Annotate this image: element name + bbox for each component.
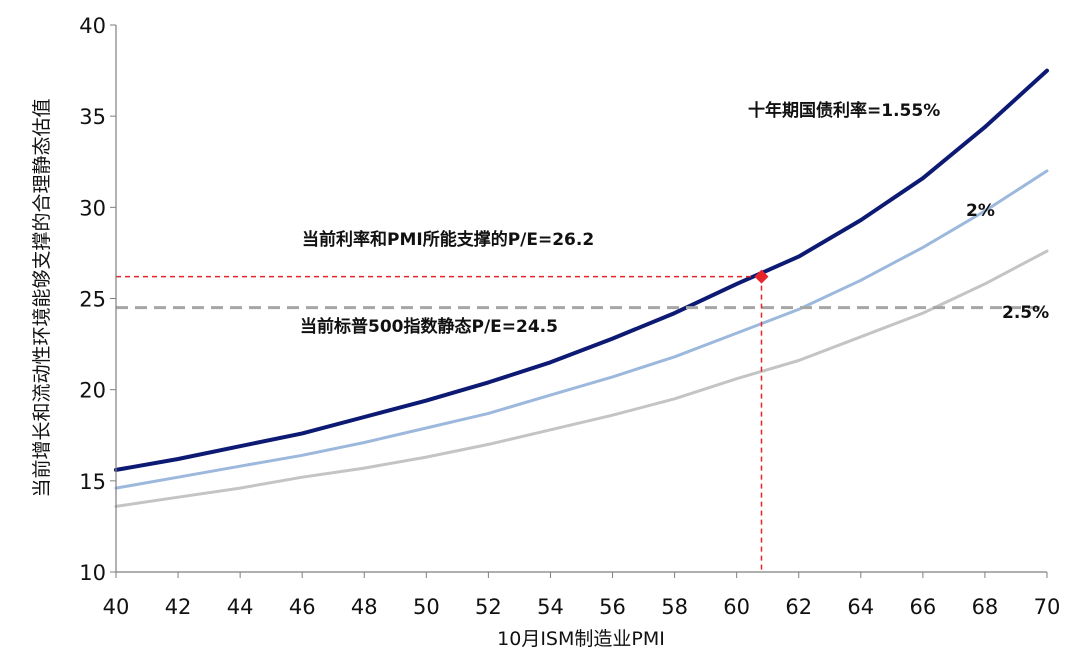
x-tick-label: 58	[661, 595, 688, 619]
x-tick-label: 50	[413, 595, 440, 619]
x-tick-label: 62	[785, 595, 812, 619]
series-layer	[114, 68, 1049, 508]
y-tick-label: 40	[79, 14, 106, 38]
axes-layer: 40 42 44 46 48 50 52 54 56 58 60 62 64 66 68 70 10 15 20 25…	[79, 14, 1060, 619]
series-line-2	[114, 169, 1049, 490]
y-tick-label: 10	[79, 561, 106, 585]
y-axis-title: 当前增长和流动性环境能够支撑的合理静态估值	[31, 98, 53, 497]
annotation-series-1: 十年期国债利率=1.55%	[748, 100, 940, 121]
y-tick-label: 35	[79, 105, 106, 129]
annotation-current-pe: 当前利率和PMI所能支撑的P/E=26.2	[302, 229, 594, 250]
x-tick-label: 68	[972, 595, 999, 619]
x-tick-label: 64	[847, 595, 874, 619]
x-tick-label: 70	[1034, 595, 1061, 619]
y-tick-label: 20	[79, 379, 106, 403]
y-tick-label: 25	[79, 288, 106, 312]
x-tick-label: 60	[723, 595, 750, 619]
x-tick-label: 40	[103, 595, 130, 619]
x-tick-label: 48	[351, 595, 378, 619]
y-tick-label: 30	[79, 196, 106, 220]
x-tick-label: 56	[599, 595, 626, 619]
series-line-1	[114, 68, 1049, 472]
x-tick-label: 42	[165, 595, 192, 619]
annotation-series-3: 2.5%	[1002, 303, 1049, 323]
x-tick-label: 52	[475, 595, 502, 619]
x-tick-label: 66	[909, 595, 936, 619]
annotation-series-2: 2%	[966, 201, 995, 221]
x-tick-label: 44	[227, 595, 254, 619]
x-axis-title: 10月ISM制造业PMI	[497, 628, 665, 650]
annotation-sp500-pe: 当前标普500指数静态P/E=24.5	[300, 316, 558, 337]
x-tick-label: 46	[289, 595, 316, 619]
x-tick-label: 54	[537, 595, 564, 619]
y-tick-label: 15	[79, 470, 106, 494]
series-line-3	[114, 249, 1049, 508]
reference-layer	[116, 269, 1047, 572]
current-pe-marker	[754, 269, 769, 284]
